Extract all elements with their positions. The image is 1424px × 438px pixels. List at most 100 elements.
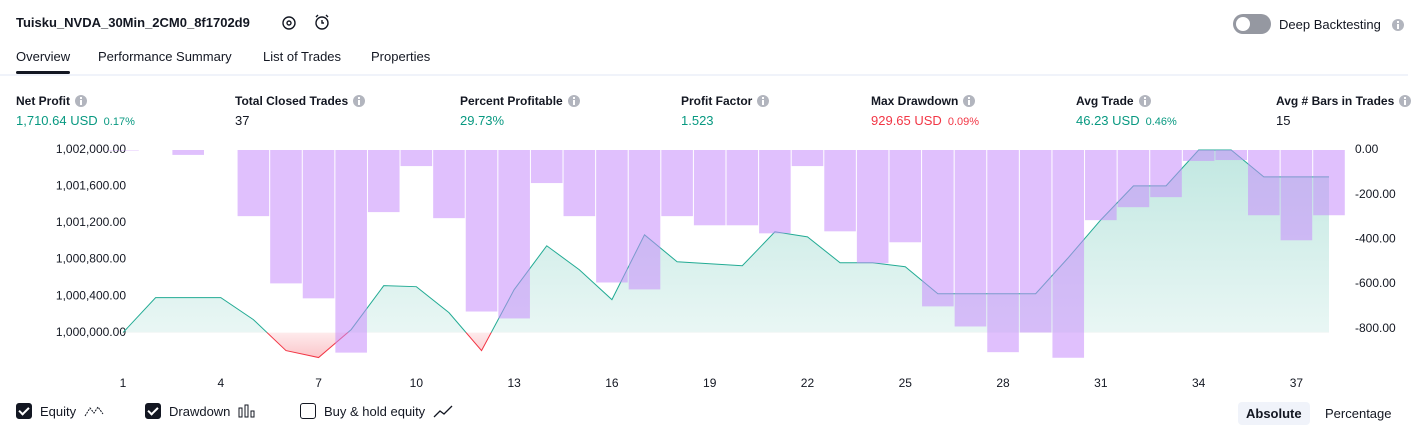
info-icon — [963, 95, 976, 107]
x-tick-label: 10 — [410, 376, 424, 390]
drawdown-bar — [922, 150, 954, 307]
alert-icon[interactable] — [313, 13, 333, 33]
info-icon — [567, 95, 580, 107]
legend-label: Drawdown — [169, 403, 231, 419]
drawdown-bar — [954, 150, 987, 327]
metric-label-text: Percent Profitable — [460, 94, 563, 108]
drawdown-bar — [596, 150, 628, 283]
toggle-label: Deep Backtesting — [1279, 17, 1381, 32]
x-tick-label: 1 — [120, 376, 127, 390]
legend-icon — [84, 405, 104, 416]
legend-label: Buy & hold equity — [324, 403, 426, 419]
metric-label: Avg # Bars in Trades — [1276, 94, 1412, 108]
metric-label-text: Net Profit — [16, 94, 70, 108]
strategy-title: Tuisku_NVDA_30Min_2CM0_8f1702d9 — [16, 15, 250, 30]
metric-value-text: 1,710.64 USD — [16, 113, 98, 128]
x-tick-label: 4 — [217, 376, 224, 390]
view-button[interactable]: Absolute — [1238, 402, 1310, 425]
metric-value: 37 — [235, 113, 249, 128]
metric-value-text: 37 — [235, 113, 250, 128]
toggle[interactable] — [1233, 14, 1271, 34]
drawdown-bar — [237, 150, 270, 217]
tabs-divider — [0, 74, 1408, 76]
y2-tick-label: -400.00 — [1355, 232, 1396, 246]
info-icon — [1392, 19, 1404, 31]
x-tick-label: 37 — [1290, 376, 1304, 390]
metric-value: 929.65 USD 0.09% — [871, 113, 979, 128]
drawdown-bar — [693, 150, 726, 226]
tab[interactable]: Properties — [371, 49, 431, 64]
legend-icon — [433, 405, 453, 417]
metric-value-text: 29.73% — [460, 113, 505, 128]
x-tick-label: 28 — [996, 376, 1010, 390]
drawdown-bar — [1215, 150, 1248, 161]
checkbox[interactable] — [16, 403, 32, 419]
drawdown-bar — [530, 150, 563, 184]
drawdown-bar — [367, 150, 400, 213]
drawdown-bar — [889, 150, 922, 243]
view-button[interactable]: Percentage — [1325, 406, 1392, 421]
drawdown-bar — [1085, 150, 1117, 221]
x-tick-label: 34 — [1192, 376, 1206, 390]
metric-label-text: Avg Trade — [1076, 94, 1134, 108]
metric-label: Total Closed Trades — [235, 94, 366, 108]
info-icon — [757, 95, 770, 107]
metric-value-text: 46.23 USD — [1076, 113, 1140, 128]
y-tick-label: 1,001,600.00 — [56, 179, 126, 193]
checkbox[interactable] — [145, 403, 161, 419]
settings-icon[interactable] — [280, 14, 298, 32]
metric-value: 46.23 USD 0.46% — [1076, 113, 1177, 128]
x-tick-label: 22 — [801, 376, 815, 390]
info-icon — [1138, 95, 1151, 107]
metric-label: Max Drawdown — [871, 94, 976, 108]
legend-item[interactable]: Buy & hold equity — [300, 403, 453, 419]
metric-label-text: Total Closed Trades — [235, 94, 349, 108]
tab[interactable]: Performance Summary — [98, 49, 232, 64]
drawdown-bar — [759, 150, 791, 234]
legend-item[interactable]: Drawdown — [145, 403, 258, 419]
metric-value: 29.73% — [460, 113, 504, 128]
info-icon — [353, 95, 366, 107]
tab[interactable]: List of Trades — [263, 49, 342, 64]
metric-label: Avg Trade — [1076, 94, 1151, 108]
metric-label-text: Profit Factor — [681, 94, 753, 108]
y-tick-label: 1,002,000.00 — [56, 142, 126, 156]
metric-label: Profit Factor — [681, 94, 770, 108]
metric-percent: 0.09% — [947, 116, 980, 128]
y2-tick-label: -600.00 — [1355, 276, 1396, 290]
metric-value-text: 929.65 USD — [871, 113, 942, 128]
y2-tick-label: -800.00 — [1355, 321, 1396, 335]
legend-item[interactable]: Equity — [16, 403, 104, 419]
y-tick-label: 1,000,400.00 — [56, 288, 126, 302]
drawdown-bar — [856, 150, 889, 264]
drawdown-bar — [1280, 150, 1313, 241]
metric-label-text: Avg # Bars in Trades — [1276, 94, 1395, 108]
metric-value: 15 — [1276, 113, 1290, 128]
metric-value-text: 1.523 — [681, 113, 714, 128]
drawdown-bar — [726, 150, 759, 226]
drawdown-bar — [1182, 150, 1215, 161]
tab[interactable]: Overview — [16, 49, 71, 74]
metric-percent: 0.17% — [103, 116, 135, 128]
drawdown-bar — [987, 150, 1019, 353]
chart: 1,000,000.00 1,000,400.00 1,000,800.00 1,00… — [56, 142, 1396, 390]
metric-label: Net Profit — [16, 94, 87, 108]
drawdown-bar — [563, 150, 596, 217]
drawdown-bar — [1150, 150, 1182, 198]
y-tick-label: 1,000,000.00 — [56, 325, 126, 339]
checkbox[interactable] — [300, 403, 316, 419]
metric-value: 1,710.64 USD 0.17% — [16, 113, 135, 128]
y-tick-label: 1,001,200.00 — [56, 215, 126, 229]
y2-tick-label: 0.00 — [1355, 142, 1379, 156]
legend-icon — [238, 404, 255, 417]
drawdown-bar — [1052, 150, 1085, 358]
drawdown-bar — [335, 150, 367, 353]
y-tick-label: 1,000,800.00 — [56, 252, 126, 266]
drawdown-bar — [270, 150, 302, 284]
drawdown-bar — [1248, 150, 1280, 216]
metric-label: Percent Profitable — [460, 94, 580, 108]
drawdown-bar — [1313, 150, 1345, 216]
drawdown-bar — [1019, 150, 1052, 333]
legend-label: Equity — [40, 403, 77, 419]
